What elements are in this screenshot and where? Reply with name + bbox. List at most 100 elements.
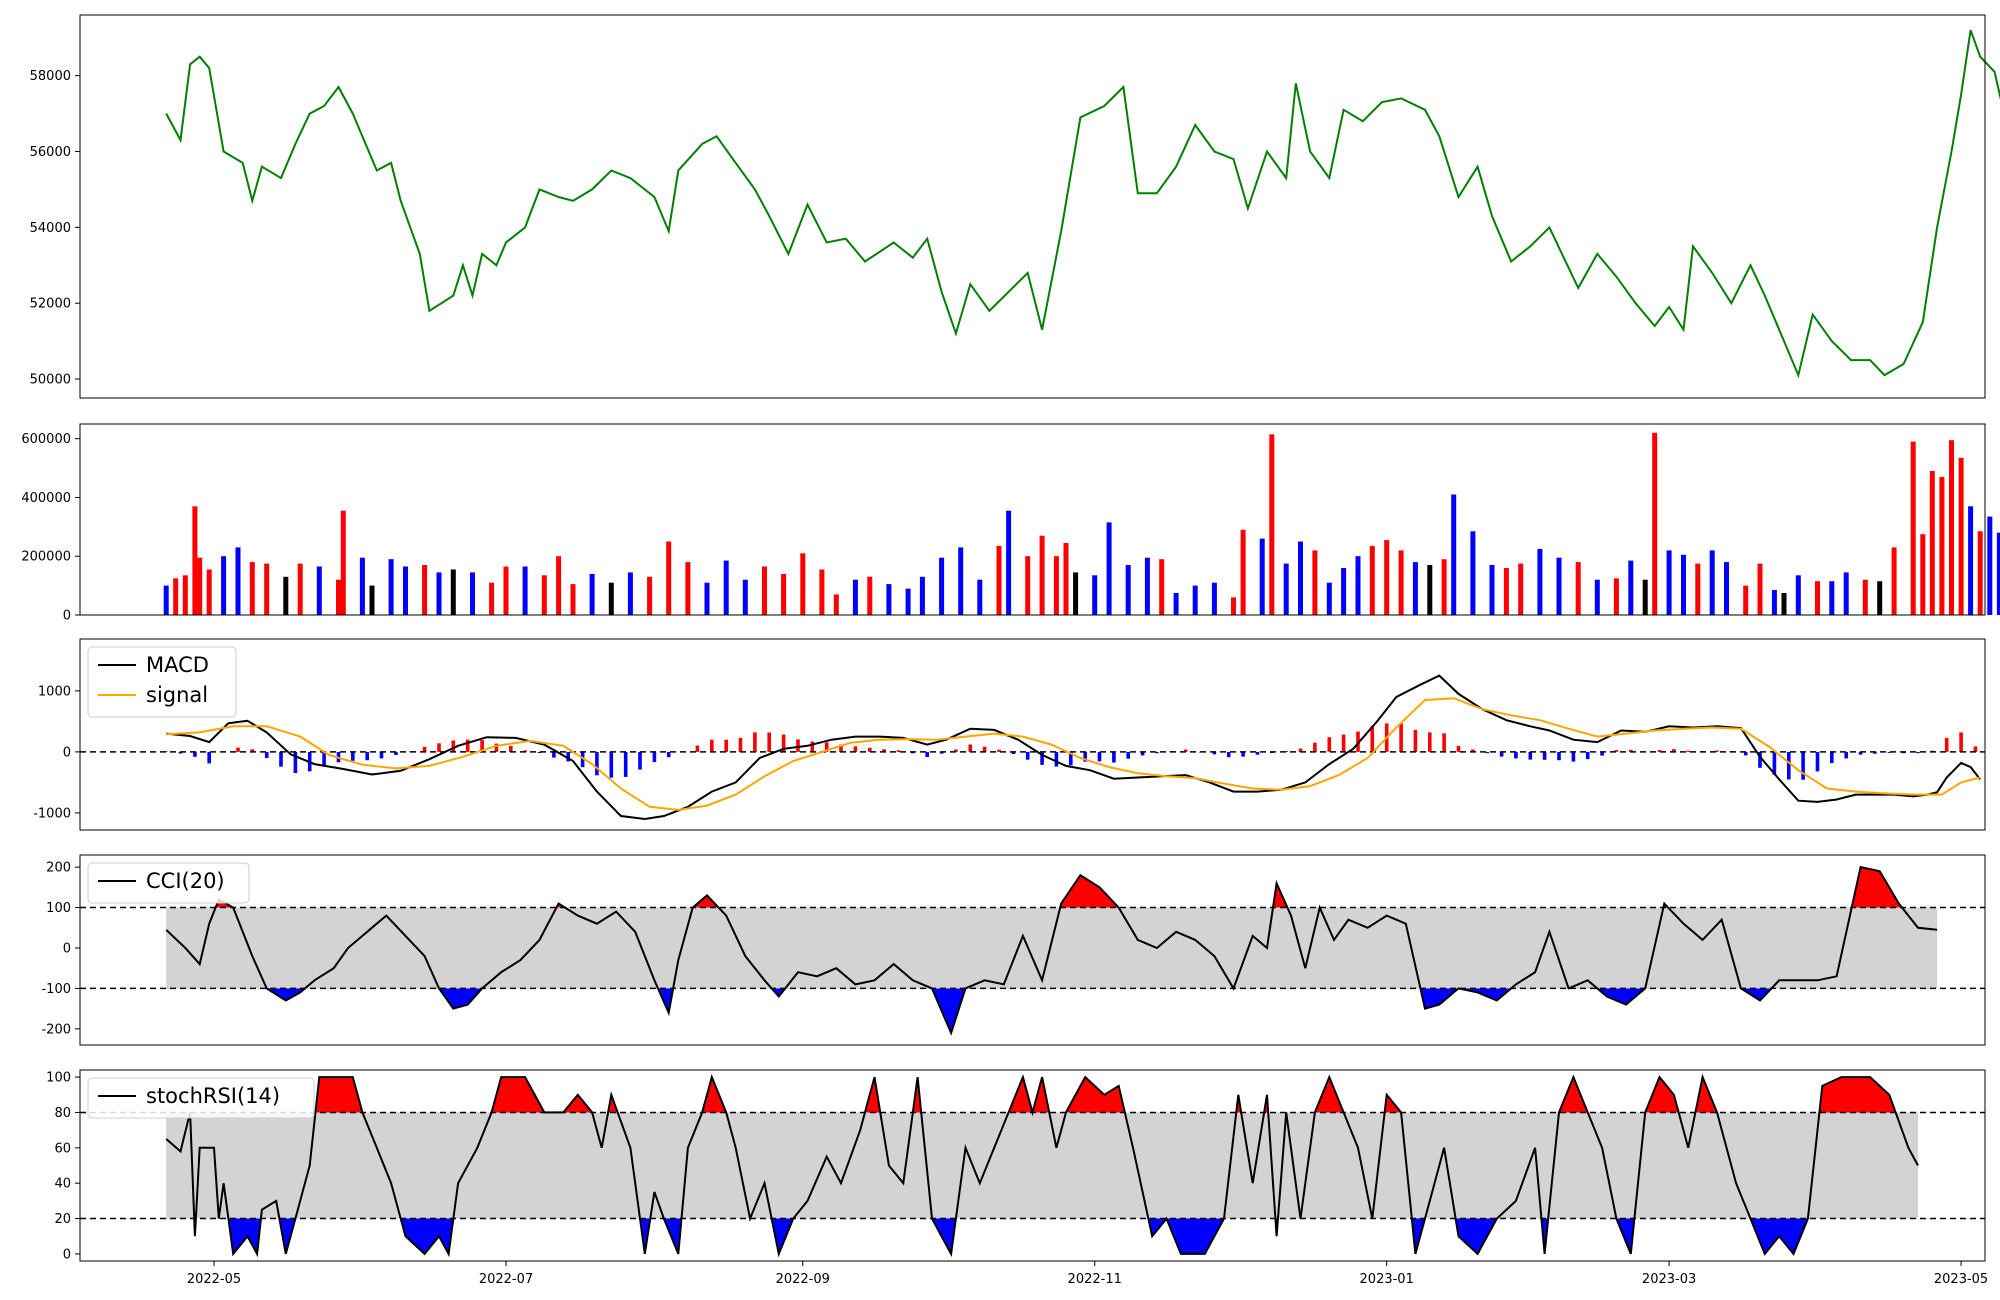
volume-bar xyxy=(283,576,289,615)
macd-hist-bar xyxy=(1686,750,1690,752)
macd-hist-bar xyxy=(1241,751,1245,757)
volume-bar xyxy=(163,585,169,615)
stochrsi-ytick-label: 40 xyxy=(54,1177,71,1192)
volume-bar xyxy=(1312,550,1318,615)
volume-panel: 0 200000 400000 600000 xyxy=(21,423,2000,624)
price-ytick-label: 54000 xyxy=(30,221,71,236)
volume-bar xyxy=(742,579,748,615)
price-ytick-label: 58000 xyxy=(30,69,71,84)
macd-hist-bar xyxy=(753,732,757,752)
volume-bar xyxy=(182,575,188,615)
volume-bar xyxy=(1652,432,1658,615)
volume-bar xyxy=(1092,575,1098,615)
macd-hist-bar xyxy=(982,746,987,752)
macd-hist-bar xyxy=(394,751,398,755)
volume-bar xyxy=(1384,540,1390,615)
cci-frame xyxy=(79,854,1986,1046)
price-ytick-label: 56000 xyxy=(30,145,71,160)
volume-ytick-label: 400000 xyxy=(21,491,71,506)
xtick-label: 2023-01 xyxy=(1360,1272,1414,1287)
volume-bar xyxy=(197,557,203,615)
macd-hist-bar xyxy=(868,747,872,752)
volume-bar xyxy=(1006,510,1012,615)
macd-hist-bar xyxy=(1959,732,1963,752)
volume-bar xyxy=(1642,579,1648,615)
macd-frame xyxy=(79,638,1986,831)
volume-bar xyxy=(1681,554,1686,615)
volume-bar xyxy=(852,579,858,615)
macd-ytick-label: -1000 xyxy=(33,806,71,821)
macd-hist-bar xyxy=(178,751,183,754)
macd-hist-bar xyxy=(1585,751,1590,760)
volume-bar xyxy=(1958,457,1964,615)
macd-hist-bar xyxy=(465,739,470,752)
macd-hist-bar xyxy=(279,751,283,767)
macd-hist-bar xyxy=(1657,750,1662,752)
macd-hist-bar xyxy=(480,740,484,752)
macd-hist-bar xyxy=(379,751,384,759)
volume-bar xyxy=(1709,550,1715,615)
volume-bar xyxy=(1451,494,1457,615)
volume-bar xyxy=(1269,434,1275,615)
xtick-label: 2023-05 xyxy=(1934,1272,1988,1287)
macd-hist-bar xyxy=(1571,751,1576,762)
macd-hist-bar xyxy=(580,751,585,768)
cci-ytick-label: 100 xyxy=(46,901,71,916)
macd-hist-bar xyxy=(1772,751,1777,775)
macd-hist-bar xyxy=(623,751,628,777)
macd-hist-bar xyxy=(1356,731,1360,752)
stochrsi-ytick-label: 0 xyxy=(63,1247,71,1262)
volume-bar xyxy=(1053,556,1059,615)
macd-hist-bar xyxy=(1873,751,1877,754)
volume-bar xyxy=(1757,563,1763,615)
volume-bar xyxy=(1412,562,1418,615)
volume-bar xyxy=(1398,550,1404,615)
macd-hist-bar xyxy=(638,751,642,770)
volume-bar xyxy=(1503,568,1509,615)
volume-bar xyxy=(1939,476,1945,615)
legend-label: CCI(20) xyxy=(146,869,225,893)
macd-hist-bar xyxy=(839,744,843,752)
volume-bar xyxy=(336,579,341,615)
macd-hist-bar xyxy=(1140,751,1145,756)
volume-bar xyxy=(1613,578,1619,615)
volume-bar xyxy=(340,510,346,615)
cci-ytick-label: -100 xyxy=(41,982,71,997)
macd-hist-bar xyxy=(896,750,901,752)
volume-bar xyxy=(1063,543,1069,615)
macd-hist-bar xyxy=(1600,751,1604,756)
stochrsi-overbought-fill xyxy=(190,1077,1896,1113)
macd-hist-bar xyxy=(1830,751,1834,763)
macd-hist-bar xyxy=(724,739,728,752)
macd-ytick-label: 0 xyxy=(63,745,71,760)
macd-hist-bar xyxy=(1298,748,1303,752)
volume-bar xyxy=(833,594,839,615)
volume-bar xyxy=(1073,572,1079,615)
macd-hist-bar xyxy=(164,751,168,752)
volume-bar xyxy=(1891,547,1897,615)
volume-bar xyxy=(704,582,710,615)
stochrsi-ytick-label: 60 xyxy=(54,1141,71,1156)
macd-hist-bar xyxy=(796,739,800,752)
macd-hist-bar xyxy=(1887,751,1892,753)
macd-hist-bar xyxy=(1155,751,1159,754)
macd-hist-bar xyxy=(710,739,714,752)
macd-hist-bar xyxy=(1341,734,1346,752)
volume-bar xyxy=(1843,572,1849,615)
volume-bar xyxy=(556,556,562,615)
volume-bar xyxy=(436,572,442,615)
volume-bar xyxy=(403,566,408,615)
macd-hist-bar xyxy=(552,751,556,758)
volume-bar xyxy=(1283,563,1289,615)
volume-bar xyxy=(1929,471,1935,615)
macd-ytick-label: 1000 xyxy=(38,684,71,699)
macd-hist-bar xyxy=(293,751,298,773)
macd-hist-bar xyxy=(451,740,456,752)
volume-bar xyxy=(235,547,241,615)
volume-bar xyxy=(1795,575,1801,615)
volume-bar xyxy=(1724,562,1729,615)
macd-hist-bar xyxy=(1801,751,1805,780)
cci-panel: -200 -100 0 100 200 CCI(20) xyxy=(41,854,1986,1046)
macd-hist-bar xyxy=(997,749,1001,752)
